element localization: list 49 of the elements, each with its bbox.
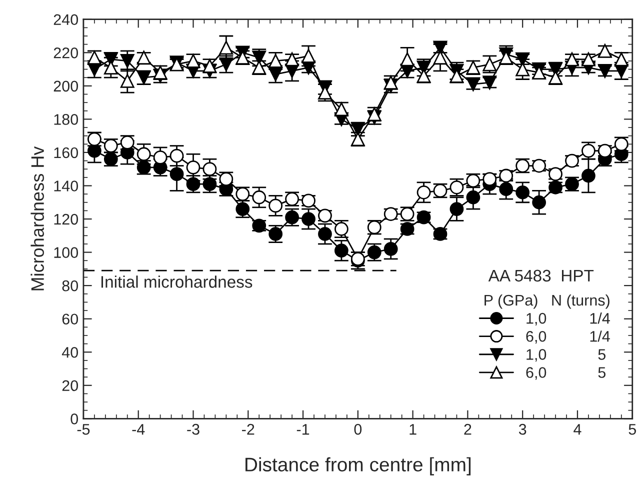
point <box>302 212 316 226</box>
y-tick-label: 100 <box>54 247 78 258</box>
y-tick-label: 0 <box>70 414 78 424</box>
point <box>450 202 464 216</box>
x-tick-label: -3 <box>187 424 200 435</box>
point <box>532 195 546 210</box>
x-tick-label: 1 <box>410 424 416 435</box>
point <box>384 242 398 256</box>
x-axis-title: Distance from centre [mm] <box>246 457 471 476</box>
x-tick-label: 3 <box>518 424 526 435</box>
x-tick-label: 5 <box>628 424 636 435</box>
point <box>120 74 134 88</box>
x-tick-label: 0 <box>354 424 362 435</box>
point <box>87 144 102 158</box>
legend-label: 6,0 5 <box>526 367 606 380</box>
legend-label: 1,0 1/4 <box>526 312 610 326</box>
point <box>416 185 431 200</box>
y-tick-label: 40 <box>62 346 78 358</box>
point <box>516 185 530 200</box>
legend-label: 6,0 1/4 <box>526 330 610 344</box>
x-tick-label: 4 <box>574 424 582 435</box>
x-tick-label: -1 <box>296 424 310 435</box>
y-tick-label: 220 <box>54 48 78 58</box>
annotation: AA 5483 HPT <box>488 270 594 282</box>
legend-label: 1,0 5 <box>526 349 606 362</box>
point <box>252 190 266 204</box>
point <box>268 198 283 213</box>
point <box>400 52 414 66</box>
y-tick-label: 200 <box>54 80 78 92</box>
y-tick-label: 160 <box>54 147 78 158</box>
point <box>466 190 480 204</box>
x-tick-label: -5 <box>77 424 90 435</box>
y-axis-title: Microhardness Hv <box>30 146 44 290</box>
ref-line-label: Initial microhardness <box>101 276 252 288</box>
y-tick-label: 240 <box>54 14 78 26</box>
y-tick-label: 180 <box>54 114 78 125</box>
y-tick-label: 120 <box>54 214 78 225</box>
point <box>582 168 596 183</box>
x-tick-label: -2 <box>242 424 254 435</box>
y-tick-label: 80 <box>62 280 78 292</box>
y-tick-label: 20 <box>62 380 78 392</box>
point <box>433 50 448 65</box>
x-tick-label: 2 <box>464 424 472 435</box>
y-tick-label: 60 <box>62 314 78 325</box>
y-tick-label: 140 <box>54 180 78 192</box>
point <box>318 227 332 241</box>
legend-title: P (GPa) N (turns) <box>484 294 610 309</box>
point <box>334 244 348 258</box>
x-tick-label: -4 <box>132 424 145 435</box>
